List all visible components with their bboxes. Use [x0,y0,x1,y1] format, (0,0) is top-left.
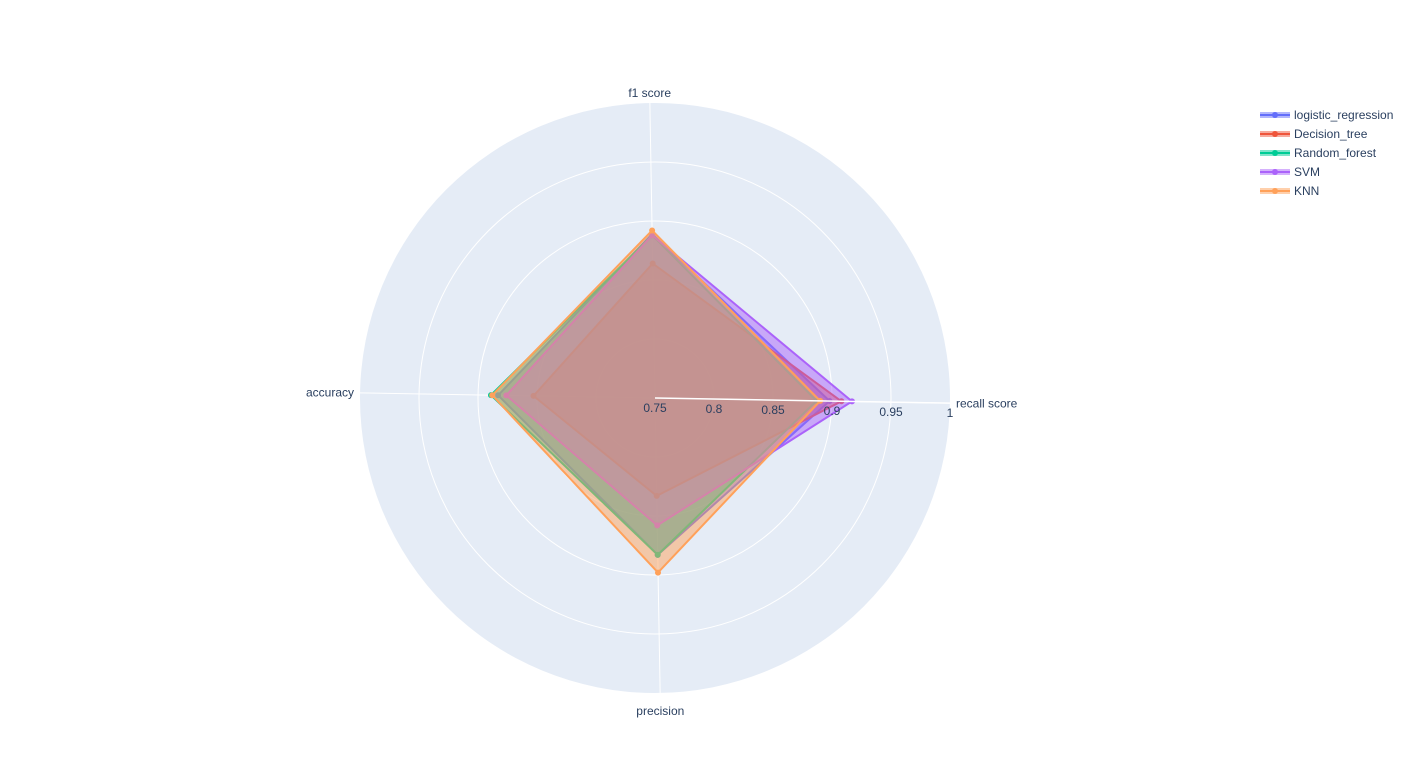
radial-tick-label: 0.8 [706,402,723,416]
grid-circle [418,161,892,635]
legend-marker [1272,188,1278,194]
legend[interactable]: logistic_regression Decision_tree Random_f… [1260,108,1393,198]
legend-marker [1272,131,1278,137]
radial-tick-label: 0.95 [879,405,903,419]
radial-tick-label: 0.75 [643,401,667,415]
radial-tick-label: 0.85 [761,403,785,417]
axis-label-precision: precision [636,704,684,718]
data-point[interactable] [655,569,661,576]
legend-label: logistic_regression [1294,108,1393,122]
legend-label: Decision_tree [1294,127,1368,141]
legend-item-logistic_regression[interactable]: logistic_regression [1260,108,1393,122]
legend-marker [1272,150,1278,156]
radial-axis-line [654,397,950,404]
radial-tick-label: 0.9 [824,404,841,418]
series-layer [488,227,855,576]
axis-label-f1-score: f1 score [628,86,671,100]
legend-item-SVM[interactable]: SVM [1260,165,1320,179]
legend-marker [1272,169,1278,175]
radial-tick-label: 1 [947,406,954,420]
axis-label-recall-score: recall score [956,396,1018,410]
angular-axis-labels: recall score f1 score accuracy precision [306,86,1018,718]
legend-item-Decision_tree[interactable]: Decision_tree [1260,127,1368,141]
legend-item-Random_forest[interactable]: Random_forest [1260,146,1377,160]
legend-label: SVM [1294,165,1320,179]
legend-label: Random_forest [1294,146,1377,160]
legend-item-KNN[interactable]: KNN [1260,184,1319,198]
data-point[interactable] [649,227,656,234]
data-point[interactable] [489,392,496,399]
axis-label-accuracy: accuracy [306,386,354,400]
legend-label: KNN [1294,184,1319,198]
legend-marker [1272,112,1278,118]
series-KNN [489,227,824,576]
radial-ticks: 0.75 0.8 0.85 0.9 0.95 1 [643,397,954,420]
